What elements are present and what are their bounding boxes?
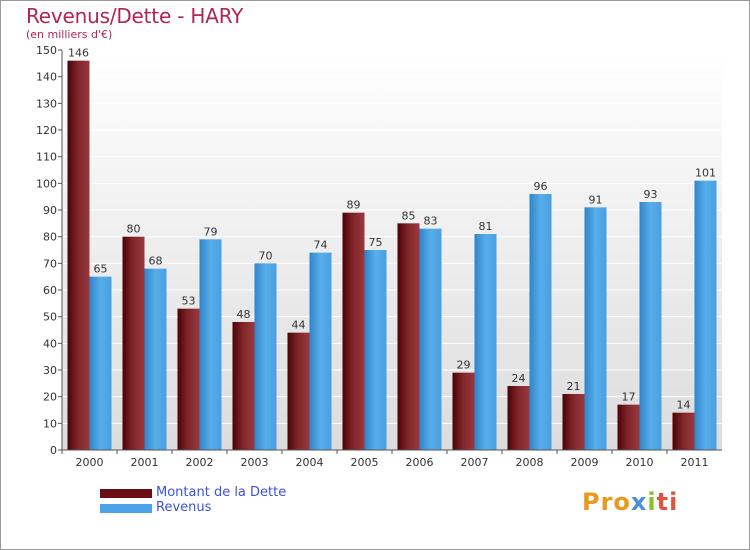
data-label: 17 xyxy=(622,391,636,404)
bar-revenus-2005 xyxy=(364,250,387,450)
y-tick-label: 120 xyxy=(36,124,57,137)
bar-dette-2005 xyxy=(342,212,365,450)
x-tick-label: 2008 xyxy=(516,456,544,469)
bar-dette-2004 xyxy=(287,332,310,450)
bar-dette-2011 xyxy=(672,412,695,450)
y-tick-label: 40 xyxy=(43,337,57,350)
y-tick-label: 0 xyxy=(50,444,57,457)
proxiti-logo: Proxiti xyxy=(582,488,679,516)
bar-dette-2008 xyxy=(507,386,530,450)
y-tick-label: 10 xyxy=(43,417,57,430)
bar-revenus-2003 xyxy=(254,263,277,450)
x-tick-label: 2003 xyxy=(241,456,269,469)
data-label: 74 xyxy=(314,239,328,252)
legend-swatch-dette xyxy=(100,489,152,498)
bar-dette-2001 xyxy=(122,236,145,450)
bar-revenus-2002 xyxy=(199,239,222,450)
bar-dette-2002 xyxy=(177,308,200,450)
y-tick-label: 110 xyxy=(36,151,57,164)
x-tick-label: 2000 xyxy=(76,456,104,469)
bars: 146 65 80 68 53 79 48 70 44 74 89 75 85 83 29 81 24 96 21 9… xyxy=(67,47,717,451)
data-label: 21 xyxy=(567,380,581,393)
legend-label-revenus: Revenus xyxy=(156,500,212,515)
chart-subtitle: (en milliers d'€) xyxy=(26,28,113,41)
bar-dette-2009 xyxy=(562,394,585,450)
data-label: 68 xyxy=(149,255,163,268)
x-tick-label: 2009 xyxy=(571,456,599,469)
data-label: 14 xyxy=(677,399,691,412)
data-label: 91 xyxy=(589,193,603,206)
x-tick-label: 2001 xyxy=(131,456,159,469)
bar-revenus-2001 xyxy=(144,268,167,450)
data-label: 101 xyxy=(695,167,716,180)
data-label: 96 xyxy=(534,180,548,193)
y-tick-label: 140 xyxy=(36,71,57,84)
bar-revenus-2008 xyxy=(529,194,552,450)
bar-revenus-2009 xyxy=(584,207,607,450)
data-label: 83 xyxy=(424,215,438,228)
data-label: 24 xyxy=(512,372,526,385)
x-tick-label: 2006 xyxy=(406,456,434,469)
x-tick-label: 2005 xyxy=(351,456,379,469)
x-tick-label: 2002 xyxy=(186,456,214,469)
y-tick-label: 100 xyxy=(36,177,57,190)
y-tick-label: 30 xyxy=(43,364,57,377)
bar-revenus-2011 xyxy=(694,180,717,450)
data-label: 70 xyxy=(259,249,273,262)
legend-label-dette: Montant de la Dette xyxy=(156,485,287,500)
y-tick-label: 20 xyxy=(43,391,57,404)
bar-dette-2007 xyxy=(452,372,475,450)
data-label: 29 xyxy=(457,359,471,372)
data-label: 89 xyxy=(347,199,361,212)
data-label: 48 xyxy=(237,308,251,321)
y-tick-label: 90 xyxy=(43,204,57,217)
y-tick-label: 70 xyxy=(43,257,57,270)
data-label: 85 xyxy=(402,209,416,222)
y-tick-label: 150 xyxy=(36,44,57,57)
axes: 0 10 20 30 40 50 60 70 80 90 100 110 120 130 140 150 200… xyxy=(36,44,722,469)
data-label: 53 xyxy=(182,295,196,308)
x-tick-label: 2011 xyxy=(681,456,709,469)
x-tick-label: 2010 xyxy=(626,456,654,469)
legend-swatch-revenus xyxy=(100,504,152,513)
bar-dette-2006 xyxy=(397,223,420,450)
data-label: 79 xyxy=(204,225,218,238)
bar-revenus-2006 xyxy=(419,228,442,450)
bar-revenus-2000 xyxy=(89,276,112,450)
data-label: 44 xyxy=(292,319,306,332)
data-label: 80 xyxy=(127,223,141,236)
plot-area xyxy=(62,50,722,450)
y-tick-label: 50 xyxy=(43,311,57,324)
y-tick-label: 130 xyxy=(36,97,57,110)
bar-revenus-2004 xyxy=(309,252,332,450)
data-label: 93 xyxy=(644,188,658,201)
bar-revenus-2007 xyxy=(474,234,497,450)
x-tick-label: 2007 xyxy=(461,456,489,469)
y-tick-label: 80 xyxy=(43,231,57,244)
bar-dette-2000 xyxy=(67,60,90,451)
y-tick-label: 60 xyxy=(43,284,57,297)
plot-background xyxy=(62,50,722,450)
x-tick-label: 2004 xyxy=(296,456,324,469)
data-label: 146 xyxy=(68,47,89,60)
data-label: 75 xyxy=(369,236,383,249)
bar-dette-2010 xyxy=(617,404,640,450)
data-label: 81 xyxy=(479,220,493,233)
chart-title: Revenus/Dette - HARY xyxy=(26,4,244,28)
bar-dette-2003 xyxy=(232,322,255,450)
bar-revenus-2010 xyxy=(639,202,662,450)
data-label: 65 xyxy=(94,263,108,276)
